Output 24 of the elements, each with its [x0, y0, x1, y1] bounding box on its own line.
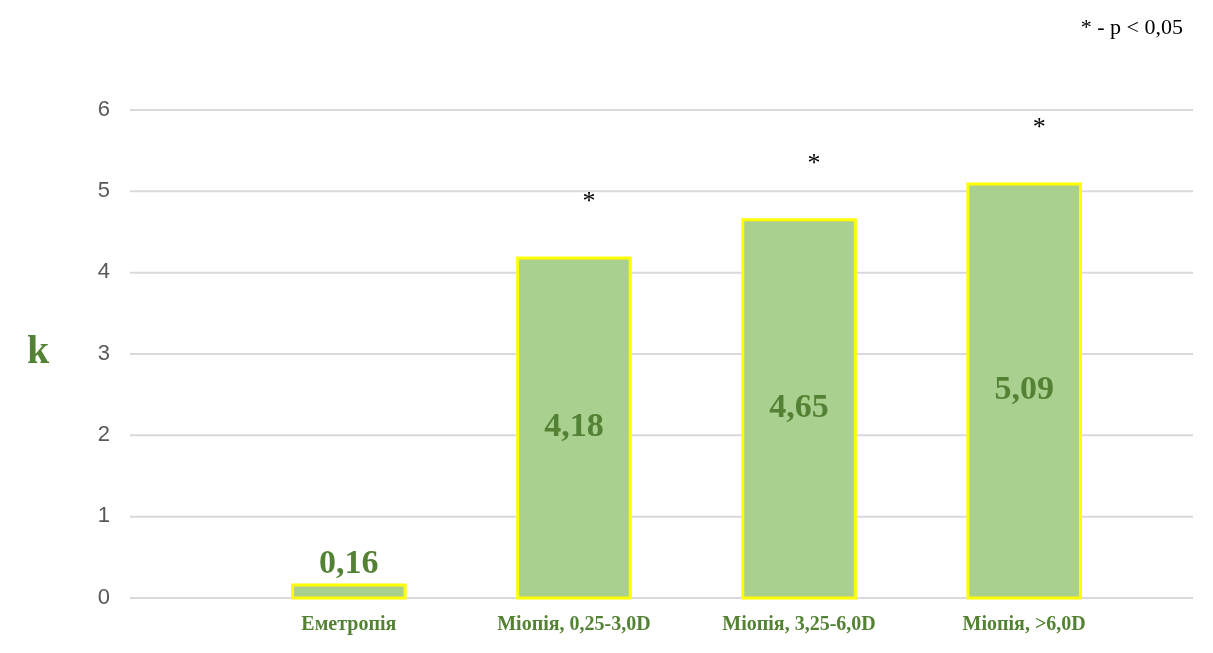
annotation: * [582, 186, 596, 215]
x-tick-label: Міопія, 0,25-3,0D [497, 612, 651, 634]
y-tick-label: 3 [97, 339, 110, 365]
x-tick-label: Міопія, 3,25-6,0D [722, 612, 876, 634]
bar [966, 182, 1082, 600]
y-tick-label: 0 [97, 583, 110, 609]
annotation: * [807, 147, 821, 177]
data-label: 4,18 [544, 405, 604, 443]
y-tick-label: 5 [97, 177, 110, 203]
data-label: 4,65 [769, 386, 829, 424]
annotation: * [1032, 111, 1046, 141]
y-tick-label: 1 [97, 502, 110, 528]
data-label: 0,16 [319, 542, 379, 580]
y-axis-title: k [26, 327, 50, 373]
bar [741, 218, 857, 600]
y-tick-label: 4 [97, 258, 110, 284]
x-tick-label: Міопія, >6,0D [962, 612, 1086, 634]
bar [291, 583, 407, 600]
bar [516, 256, 632, 600]
y-tick-label: 6 [97, 95, 110, 121]
y-tick-label: 2 [97, 421, 110, 447]
x-tick-label: Еметропія [301, 612, 397, 635]
text: * - p < 0,05 [1080, 14, 1183, 39]
data-label: 5,09 [994, 368, 1054, 406]
